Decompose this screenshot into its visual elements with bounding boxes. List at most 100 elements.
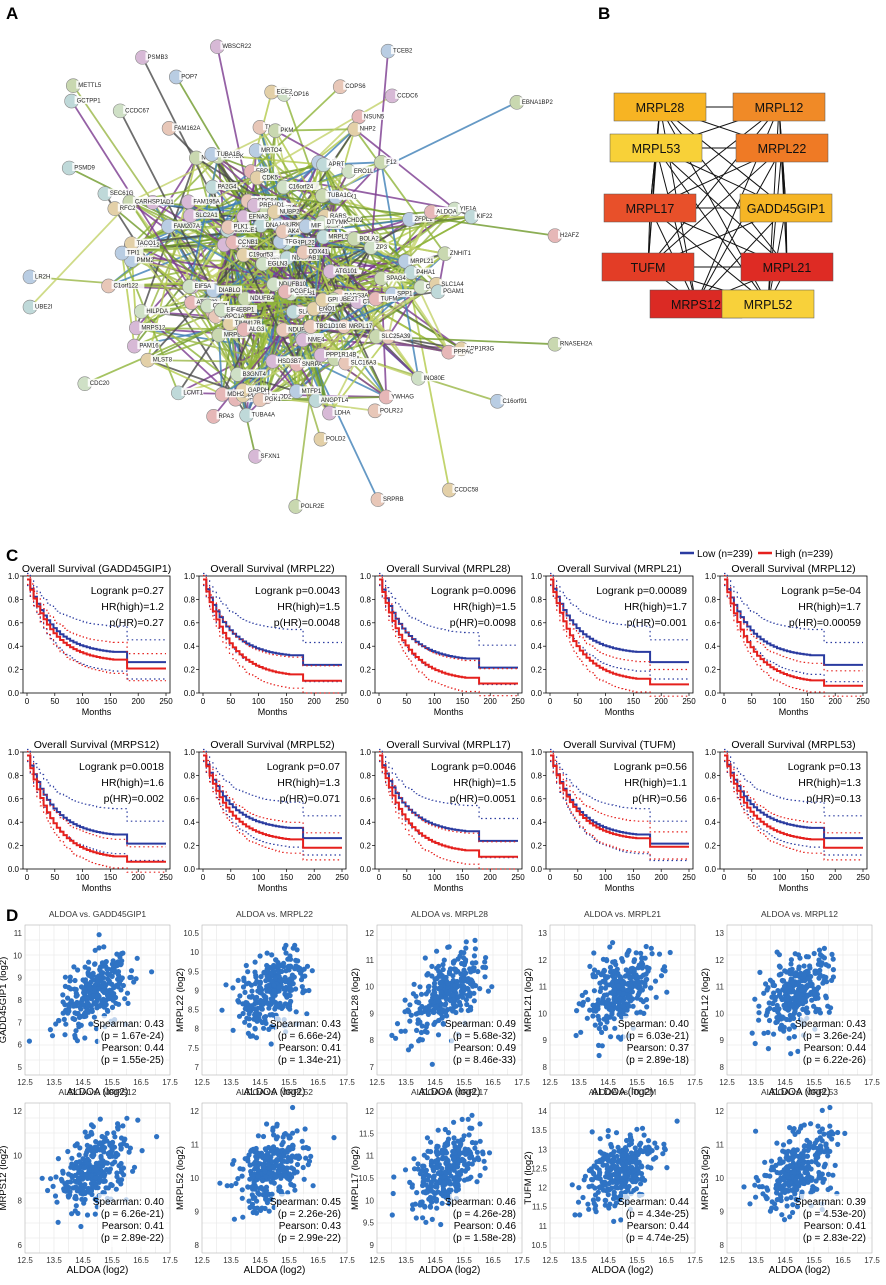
correlation-xtick-label: 12.5 — [369, 1078, 385, 1087]
correlation-xtick-label: 15.5 — [806, 1256, 822, 1265]
correlation-point — [600, 978, 606, 985]
correlation-ytick-label: 5 — [18, 1063, 23, 1072]
correlation-ytick-label: 11 — [716, 983, 725, 992]
correlation-point — [78, 1223, 84, 1230]
correlation-ylabel: MRPL17 (log2) — [350, 1146, 361, 1210]
correlation-point — [597, 1170, 603, 1176]
network-a-label-bg — [351, 166, 374, 175]
network-a-label-bg — [248, 293, 274, 302]
correlation-point — [778, 1160, 784, 1166]
correlation-point — [420, 1175, 426, 1181]
correlation-xtick-label: 16.5 — [658, 1078, 674, 1087]
correlation-point — [656, 951, 663, 957]
correlation-point — [154, 1134, 160, 1140]
correlation-point — [288, 1155, 294, 1161]
correlation-point — [816, 947, 823, 953]
correlation-point — [581, 1177, 587, 1183]
correlation-point — [585, 1201, 591, 1207]
correlation-point — [816, 975, 822, 981]
correlation-pearson-p: (p = 2.89e-22) — [101, 1233, 164, 1244]
correlation-point — [309, 968, 315, 974]
correlation-point — [576, 1001, 582, 1007]
correlation-point — [627, 1156, 633, 1162]
correlation-pearson: Pearson: 0.41 — [279, 1043, 342, 1054]
correlation-point — [126, 1149, 132, 1155]
correlation-xtick-label: 14.5 — [75, 1256, 91, 1265]
correlation-point — [601, 967, 607, 974]
correlation-point — [410, 1202, 416, 1208]
network-a-label: EBNA1BP2 — [522, 100, 554, 106]
correlation-xtick-label: 14.5 — [600, 1078, 616, 1087]
correlation-point — [269, 1159, 275, 1165]
correlation-xtick-label: 12.5 — [369, 1256, 385, 1265]
correlation-point — [777, 1025, 784, 1031]
network-a-label-bg — [258, 451, 281, 460]
network-a-label-bg — [257, 200, 287, 209]
correlation-ytick-label: 9 — [195, 1208, 200, 1217]
correlation-point — [756, 1017, 762, 1023]
correlation-point — [660, 1151, 666, 1157]
correlation-point — [778, 1197, 784, 1204]
correlation-xtick-label: 13.5 — [571, 1078, 587, 1087]
correlation-xtick-label: 15.5 — [456, 1078, 472, 1087]
correlation-xtick-label: 17.5 — [514, 1078, 530, 1087]
correlation-point — [825, 1186, 831, 1193]
correlation-point — [592, 1022, 598, 1028]
correlation-xtick-label: 14.5 — [777, 1078, 793, 1087]
correlation-xtick-label: 17.5 — [162, 1078, 178, 1087]
correlation-point — [435, 1143, 441, 1150]
correlation-point — [776, 972, 782, 978]
correlation-point — [112, 1134, 118, 1140]
correlation-point — [781, 1182, 787, 1189]
network-a-edge — [68, 167, 245, 256]
correlation-point — [402, 997, 408, 1003]
correlation-point — [292, 966, 298, 972]
correlation-point — [654, 1145, 660, 1151]
correlation-point — [639, 1175, 646, 1181]
correlation-point — [799, 1189, 805, 1195]
network-a-label: PLOD2 — [272, 394, 292, 400]
correlation-point — [774, 1002, 780, 1009]
correlation-point — [235, 998, 241, 1004]
correlation-point — [624, 1137, 630, 1144]
correlation-xtick-label: 16.5 — [658, 1256, 674, 1265]
correlation-point — [269, 1012, 275, 1018]
correlation-point — [637, 1009, 644, 1015]
correlation-point — [118, 1160, 124, 1167]
correlation-point — [235, 1176, 241, 1182]
correlation-point — [249, 1184, 255, 1190]
correlation-point — [477, 1138, 483, 1144]
correlation-point — [781, 1177, 787, 1183]
correlation-point — [451, 1140, 457, 1146]
correlation-point — [275, 964, 281, 970]
correlation-point — [458, 949, 464, 956]
network-a-label: ANGPTL4 — [321, 398, 349, 404]
correlation-point — [821, 1149, 828, 1155]
correlation-point — [279, 968, 285, 975]
correlation-point — [74, 1038, 80, 1044]
correlation-spearman: Spearman: 0.43 — [93, 1019, 165, 1030]
correlation-point — [453, 966, 459, 973]
correlation-point — [90, 1124, 96, 1130]
correlation-point — [128, 968, 135, 974]
correlation-pearson-p: (p = 2.99e-22) — [278, 1233, 341, 1244]
correlation-ytick-label: 10 — [365, 983, 374, 992]
correlation-ylabel: MRPL28 (log2) — [350, 968, 361, 1032]
correlation-ytick-label: 12 — [13, 1107, 22, 1116]
correlation-point — [636, 1150, 642, 1156]
correlation-pearson: Pearson: 0.41 — [804, 1221, 867, 1232]
correlation-spearman-p: (p = 5.68e-32) — [453, 1031, 516, 1042]
network-a-label-bg — [137, 341, 160, 350]
correlation-xtick-label: 14.5 — [252, 1078, 268, 1087]
correlation-point — [633, 1186, 640, 1192]
correlation-point — [93, 1167, 99, 1173]
correlation-point — [26, 1038, 32, 1044]
correlation-point — [69, 1155, 75, 1161]
correlation-point — [242, 1019, 248, 1025]
correlation-point — [413, 993, 419, 999]
correlation-point — [440, 962, 446, 968]
correlation-point — [784, 996, 791, 1003]
network-a-label: SLC1A4 — [441, 282, 464, 288]
correlation-point — [762, 1159, 768, 1165]
network-a-label-bg — [318, 395, 349, 404]
